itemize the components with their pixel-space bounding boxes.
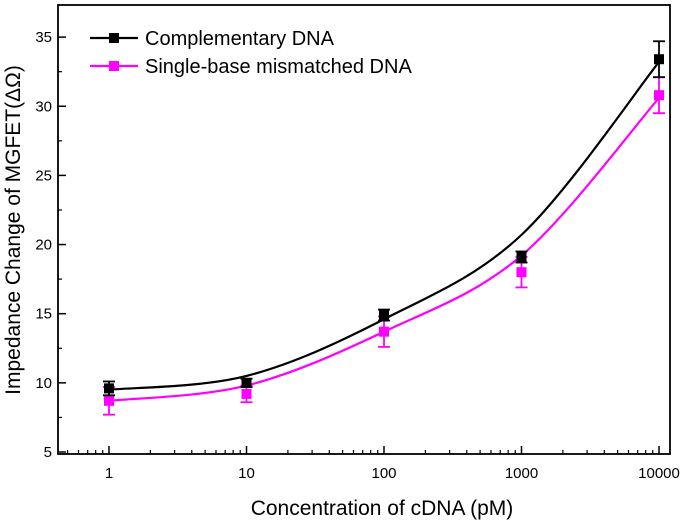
y-tick-label: 25 — [35, 167, 52, 184]
y-tick-label: 35 — [35, 29, 52, 46]
y-axis-label: Impedance Change of MGFET(ΔΩ) — [2, 65, 25, 395]
legend-marker — [109, 33, 119, 43]
y-tick-label: 10 — [35, 375, 52, 392]
legend-label: Complementary DNA — [145, 28, 335, 50]
fit-curve — [108, 97, 660, 402]
legend-label: Single-base mismatched DNA — [145, 56, 412, 78]
chart-marks — [103, 40, 665, 416]
data-point — [654, 54, 664, 65]
data-point — [104, 395, 114, 406]
data-point — [516, 267, 527, 278]
x-tick-label: 1000 — [505, 465, 538, 482]
y-tick-label: 20 — [35, 237, 52, 254]
x-axis-label: Concentration of cDNA (pM) — [251, 497, 514, 520]
data-point — [241, 377, 252, 388]
x-tick-label: 10 — [238, 465, 255, 482]
data-point — [379, 310, 389, 321]
legend-marker — [109, 61, 119, 71]
data-point — [516, 251, 527, 262]
legend: Complementary DNA Single-base mismatched … — [90, 28, 412, 78]
y-tick-label: 5 — [44, 444, 52, 461]
x-tick-label: 1 — [105, 465, 113, 482]
x-tick-label: 100 — [371, 465, 396, 482]
y-tick-label: 15 — [35, 306, 52, 323]
data-point — [104, 383, 114, 394]
axes: 1 10 100 1000 10000 5 10 15 20 25 30 35 — [35, 4, 680, 482]
fit-curve — [108, 61, 660, 391]
data-point — [379, 326, 389, 337]
data-point — [241, 388, 252, 399]
x-tick-label: 10000 — [638, 465, 680, 482]
plot-frame — [57, 4, 671, 455]
data-point — [654, 90, 664, 101]
y-tick-label: 30 — [35, 98, 52, 115]
